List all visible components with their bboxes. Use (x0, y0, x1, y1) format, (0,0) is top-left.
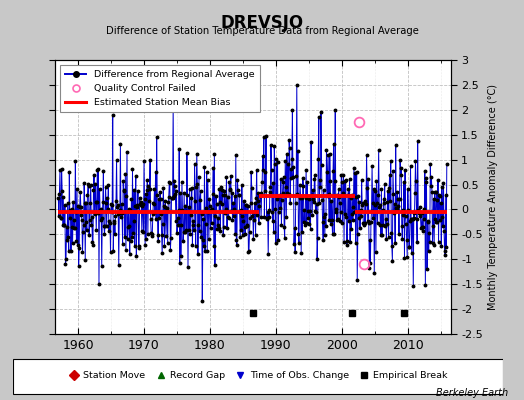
Text: Difference of Station Temperature Data from Regional Average: Difference of Station Temperature Data f… (105, 26, 419, 36)
Text: Berkeley Earth: Berkeley Earth (436, 388, 508, 398)
Text: DREVSJO: DREVSJO (221, 14, 303, 32)
Legend: Difference from Regional Average, Quality Control Failed, Estimated Station Mean: Difference from Regional Average, Qualit… (60, 65, 260, 112)
FancyBboxPatch shape (13, 359, 503, 394)
Legend: Station Move, Record Gap, Time of Obs. Change, Empirical Break: Station Move, Record Gap, Time of Obs. C… (64, 368, 452, 384)
Y-axis label: Monthly Temperature Anomaly Difference (°C): Monthly Temperature Anomaly Difference (… (488, 84, 498, 310)
